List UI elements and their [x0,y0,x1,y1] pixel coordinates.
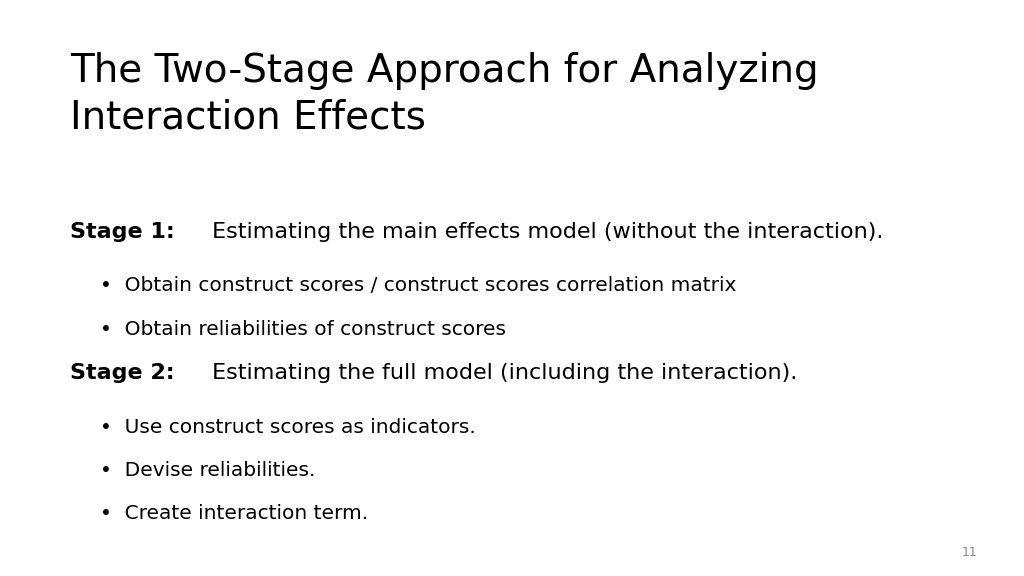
Text: •  Devise reliabilities.: • Devise reliabilities. [100,461,315,480]
Text: Estimating the main effects model (without the interaction).: Estimating the main effects model (witho… [205,222,883,242]
Text: 11: 11 [963,545,978,559]
Text: Stage 1:: Stage 1: [70,222,174,242]
Text: •  Obtain reliabilities of construct scores: • Obtain reliabilities of construct scor… [100,320,506,339]
Text: The Two-Stage Approach for Analyzing
Interaction Effects: The Two-Stage Approach for Analyzing Int… [70,52,818,137]
Text: Estimating the full model (including the interaction).: Estimating the full model (including the… [205,363,797,383]
Text: •  Use construct scores as indicators.: • Use construct scores as indicators. [100,418,476,437]
Text: •  Create interaction term.: • Create interaction term. [100,504,369,523]
Text: Stage 2:: Stage 2: [70,363,174,383]
Text: •  Obtain construct scores / construct scores correlation matrix: • Obtain construct scores / construct sc… [100,276,736,295]
